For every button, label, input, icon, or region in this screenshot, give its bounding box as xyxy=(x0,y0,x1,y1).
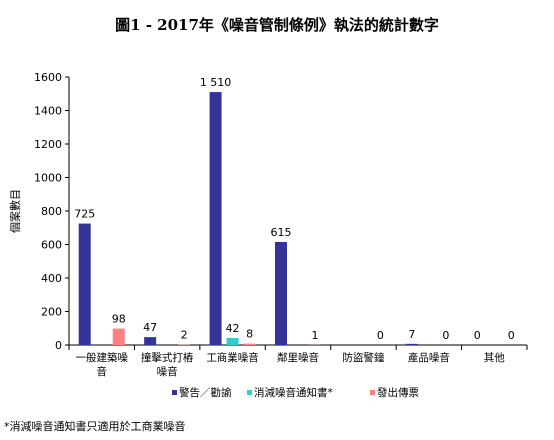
x-category-label: 鄰里噪音 xyxy=(277,351,319,364)
data-label: 1 xyxy=(312,329,319,342)
bar-1 xyxy=(275,241,287,345)
y-tick-label: 0 xyxy=(55,339,62,352)
data-label: 0 xyxy=(442,329,449,342)
y-axis-label: 個案數目 xyxy=(8,189,22,233)
x-category-label: 噪音 xyxy=(157,365,178,378)
x-category-label: 產品噪音 xyxy=(408,351,450,364)
y-tick-label: 400 xyxy=(41,272,62,285)
y-tick-label: 1600 xyxy=(34,71,62,84)
data-label: 7 xyxy=(408,328,415,341)
legend-label: 發出傳票 xyxy=(377,386,419,399)
x-category-label: 一般建築噪 xyxy=(75,351,128,364)
y-tick-label: 1400 xyxy=(34,105,62,118)
chart-title: 圖1 - 2017年《噪音管制條例》執法的統計數字 xyxy=(115,16,439,34)
bar-1 xyxy=(78,223,91,345)
bar-3 xyxy=(112,328,125,345)
legend-swatch xyxy=(370,390,375,395)
data-label: 725 xyxy=(74,208,95,221)
y-tick-label: 1000 xyxy=(34,172,62,185)
data-label: 1 510 xyxy=(200,76,232,89)
data-label: 615 xyxy=(271,226,292,239)
data-label: 47 xyxy=(143,321,157,334)
bar-3 xyxy=(243,343,256,345)
x-category-label: 撞擊式打樁 xyxy=(141,351,194,364)
y-tick-label: 600 xyxy=(41,239,62,252)
legend-swatch xyxy=(247,390,252,395)
data-label: 2 xyxy=(181,329,188,342)
legend-label: 警告／勸諭 xyxy=(179,386,232,399)
data-label: 0 xyxy=(508,329,515,342)
legend-swatch xyxy=(172,390,177,395)
x-category-label: 音 xyxy=(96,365,107,378)
y-tick-label: 200 xyxy=(41,306,62,319)
footnote: *消減噪音通知書只適用於工商業噪音 xyxy=(4,420,186,433)
x-category-label: 其他 xyxy=(484,351,505,364)
data-label: 0 xyxy=(474,329,481,342)
data-label: 98 xyxy=(112,313,126,326)
legend-label: 消減噪音通知書* xyxy=(254,386,333,399)
x-category-label: 工商業噪音 xyxy=(206,351,259,364)
data-label: 42 xyxy=(226,322,240,335)
x-category-label: 防盜警鐘 xyxy=(342,351,384,364)
data-label: 0 xyxy=(377,329,384,342)
bar-1 xyxy=(209,92,222,345)
bar-1 xyxy=(405,343,418,345)
y-tick-label: 1200 xyxy=(34,138,62,151)
bar-2 xyxy=(226,337,239,345)
y-tick-label: 800 xyxy=(41,205,62,218)
data-label: 8 xyxy=(246,328,253,341)
bar-1 xyxy=(144,337,157,345)
